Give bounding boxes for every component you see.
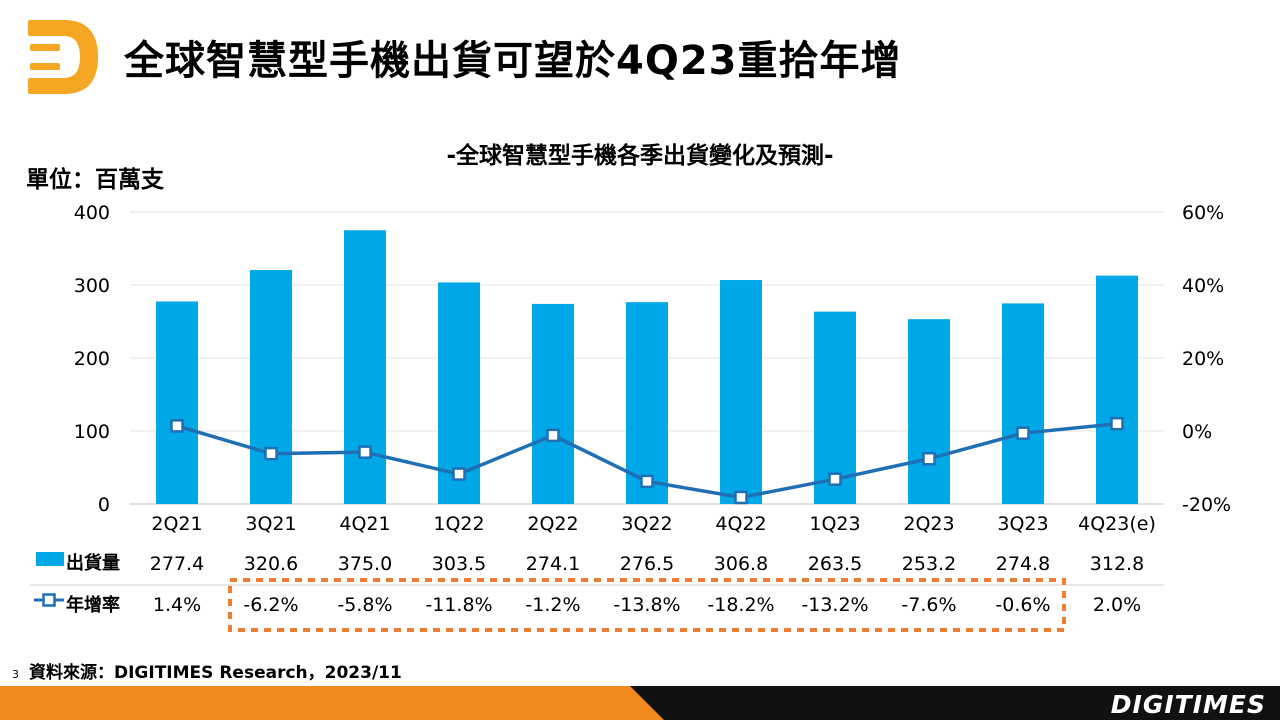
chart-title: -全球智慧型手機各季出貨變化及預測- — [446, 143, 834, 169]
legend-line-label: 年增率 — [66, 594, 120, 616]
growth-point-3Q22 — [640, 474, 654, 489]
table-cell-growth: -1.2% — [525, 594, 580, 616]
table-cell-growth: 2.0% — [1093, 594, 1141, 616]
category-label: 3Q22 — [621, 513, 672, 535]
left-tick-label: 100 — [74, 421, 110, 443]
bar-2Q22 — [532, 303, 574, 504]
source-note: 3 資料來源：DIGITIMES Research，2023/11 — [12, 658, 402, 683]
right-tick-label: -20% — [1182, 494, 1231, 516]
bar-3Q21 — [250, 269, 292, 504]
table-cell-growth: -13.8% — [613, 594, 680, 616]
table-cell-volume: 312.8 — [1090, 553, 1144, 575]
table-cell-growth: -11.8% — [425, 594, 492, 616]
bar-1Q23 — [814, 311, 856, 504]
table-cell-growth: -6.2% — [243, 594, 298, 616]
line-series — [170, 416, 1124, 505]
highlight-box — [228, 578, 1066, 632]
category-label: 4Q23(e) — [1078, 513, 1156, 535]
brand-wordmark: DIGITIMES — [1110, 690, 1266, 719]
growth-point-4Q22 — [734, 490, 748, 505]
table-cell-growth: 1.4% — [153, 594, 201, 616]
right-axis-ticks: -20% 0% 20% 40% 60% — [1182, 202, 1231, 516]
growth-point-2Q23 — [922, 451, 936, 466]
left-tick-label: 0 — [98, 494, 110, 516]
bar-2Q23 — [908, 319, 950, 504]
chart: 0 100 200 300 400 -20% 0% 20% 40% 60% 2Q21 3Q21 4Q… — [30, 202, 1231, 632]
table-cell-growth: -0.6% — [995, 594, 1050, 616]
table-cell-growth: -7.6% — [901, 594, 956, 616]
category-label: 3Q23 — [997, 513, 1048, 535]
legend-bar-swatch — [36, 552, 64, 566]
bar-3Q23 — [1002, 303, 1044, 504]
digitimes-logo — [28, 20, 98, 94]
growth-point-3Q23 — [1016, 426, 1030, 440]
growth-point-1Q23 — [828, 472, 842, 486]
table-cell-volume: 277.4 — [150, 553, 204, 575]
growth-point-4Q23(e) — [1110, 416, 1124, 431]
right-tick-label: 0% — [1182, 421, 1212, 443]
growth-point-1Q22 — [452, 467, 466, 481]
table-cell-growth: -13.2% — [801, 594, 868, 616]
table-cell-volume: 253.2 — [902, 553, 956, 575]
category-label: 4Q21 — [339, 513, 390, 535]
growth-point-2Q21 — [170, 419, 184, 433]
table-cell-volume: 375.0 — [338, 553, 392, 575]
table-cell-volume: 263.5 — [808, 553, 862, 575]
source-text: 資料來源：DIGITIMES Research，2023/11 — [29, 663, 402, 683]
category-label: 3Q21 — [245, 513, 296, 535]
left-tick-label: 300 — [74, 275, 110, 297]
table-cell-volume: 306.8 — [714, 553, 768, 575]
page-number: 3 — [12, 668, 19, 681]
left-tick-label: 400 — [74, 202, 110, 224]
table-cell-volume: 303.5 — [432, 553, 486, 575]
legend-line-marker — [42, 593, 56, 607]
category-label: 1Q22 — [433, 513, 484, 535]
right-tick-label: 60% — [1182, 202, 1224, 224]
table-cell-volume: 274.1 — [526, 553, 580, 575]
category-label: 2Q23 — [903, 513, 954, 535]
category-label: 4Q22 — [715, 513, 766, 535]
right-tick-label: 20% — [1182, 348, 1224, 370]
unit-label: 單位：百萬支 — [26, 167, 164, 193]
growth-point-2Q22 — [546, 428, 560, 443]
category-label: 2Q22 — [527, 513, 578, 535]
bar-3Q22 — [626, 302, 668, 504]
left-axis-ticks: 0 100 200 300 400 — [74, 202, 110, 516]
category-label: 2Q21 — [151, 513, 202, 535]
growth-point-3Q21 — [264, 446, 278, 461]
bar-4Q23(e) — [1096, 275, 1138, 504]
bar-2Q21 — [156, 301, 198, 504]
legend-bar-label: 出貨量 — [66, 552, 120, 574]
category-labels: 2Q21 3Q21 4Q21 1Q22 2Q22 3Q22 4Q22 1Q23 2Q23 3Q23… — [151, 513, 1155, 535]
table-cell-volume: 320.6 — [244, 553, 298, 575]
table-cell-growth: -5.8% — [337, 594, 392, 616]
right-tick-label: 40% — [1182, 275, 1224, 297]
bar-series — [156, 230, 1138, 504]
left-tick-label: 200 — [74, 348, 110, 370]
footer-bar — [0, 686, 1280, 720]
bar-4Q22 — [720, 280, 762, 504]
table-cell-growth: -18.2% — [707, 594, 774, 616]
category-label: 1Q23 — [809, 513, 860, 535]
bar-4Q21 — [344, 230, 386, 504]
table-cell-volume: 274.8 — [996, 553, 1050, 575]
table-cell-volume: 276.5 — [620, 553, 674, 575]
slide-title: 全球智慧型手機出貨可望於4Q23重拾年增 — [124, 38, 902, 84]
growth-point-4Q21 — [358, 445, 372, 459]
